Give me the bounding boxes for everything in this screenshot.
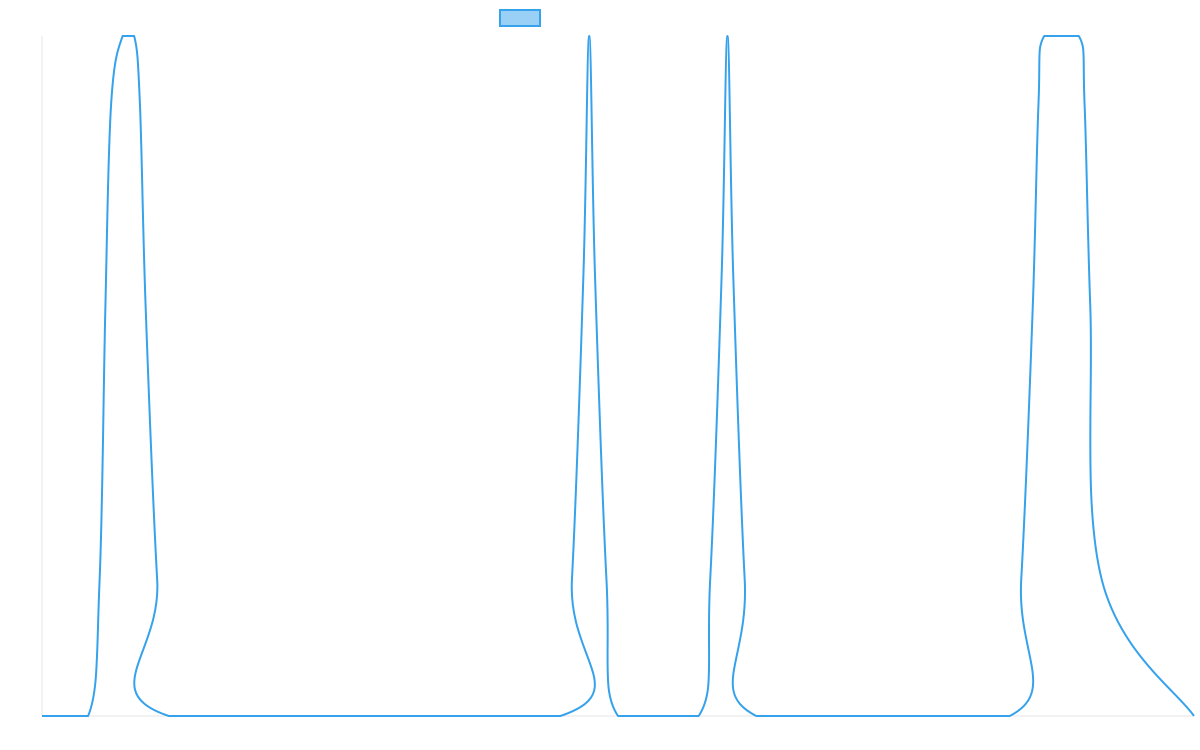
data-point-0-15[interactable]	[592, 271, 598, 277]
legend-swatch[interactable]	[499, 9, 541, 27]
data-point-0-4[interactable]	[108, 101, 114, 107]
data-point-0-34[interactable]	[1191, 713, 1197, 719]
data-point-0-26[interactable]	[1018, 577, 1024, 583]
data-point-0-12[interactable]	[569, 577, 575, 583]
data-point-0-28[interactable]	[1035, 101, 1041, 107]
series-layer	[39, 33, 1197, 719]
data-point-0-25[interactable]	[1007, 713, 1013, 719]
data-point-0-3[interactable]	[102, 305, 108, 311]
data-point-0-9[interactable]	[154, 577, 160, 583]
data-point-0-32[interactable]	[1087, 305, 1093, 311]
data-point-0-10[interactable]	[166, 713, 172, 719]
data-point-0-20[interactable]	[719, 271, 725, 277]
data-point-0-29[interactable]	[1041, 33, 1047, 39]
data-point-0-0[interactable]	[39, 713, 45, 719]
data-point-0-7[interactable]	[137, 101, 143, 107]
data-point-0-33[interactable]	[1099, 577, 1105, 583]
data-point-0-18[interactable]	[696, 713, 702, 719]
data-point-0-31[interactable]	[1082, 101, 1088, 107]
data-point-0-17[interactable]	[615, 713, 621, 719]
data-point-0-30[interactable]	[1076, 33, 1082, 39]
data-point-0-5[interactable]	[120, 33, 126, 39]
data-point-0-22[interactable]	[730, 271, 736, 277]
data-point-0-19[interactable]	[707, 577, 713, 583]
data-point-0-8[interactable]	[143, 305, 149, 311]
data-point-0-21[interactable]	[724, 33, 730, 39]
legend[interactable]	[499, 9, 541, 27]
data-point-0-6[interactable]	[131, 33, 137, 39]
data-point-0-11[interactable]	[557, 713, 563, 719]
data-point-0-27[interactable]	[1030, 305, 1036, 311]
data-point-0-23[interactable]	[742, 577, 748, 583]
series-line-0	[42, 35, 1195, 718]
data-point-0-16[interactable]	[603, 577, 609, 583]
data-point-0-2[interactable]	[97, 577, 103, 583]
data-point-0-13[interactable]	[580, 271, 586, 277]
data-point-0-14[interactable]	[586, 33, 592, 39]
data-point-0-1[interactable]	[85, 713, 91, 719]
data-point-0-24[interactable]	[753, 713, 759, 719]
